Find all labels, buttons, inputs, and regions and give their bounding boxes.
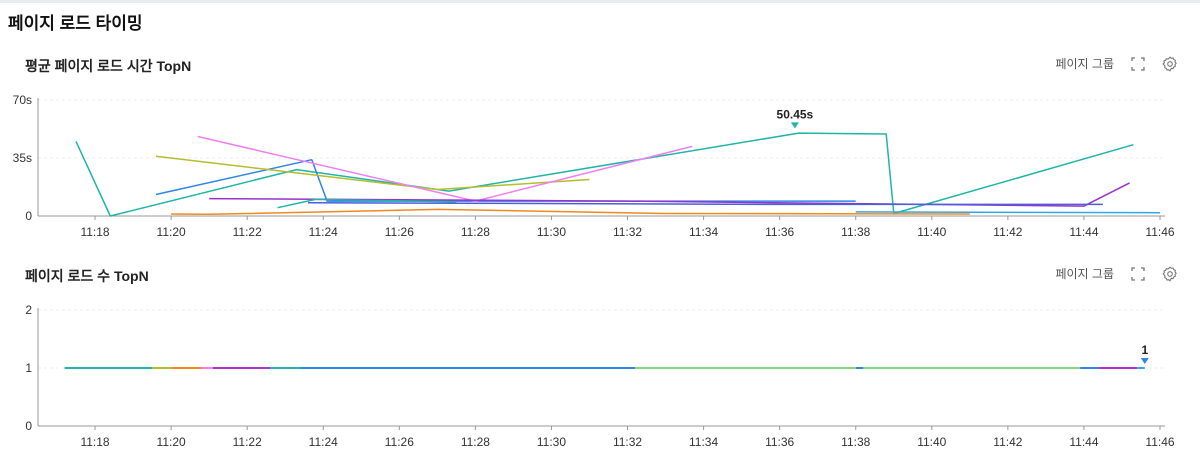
- x-tick-label: 11:28: [461, 435, 490, 449]
- series-line-7: [171, 208, 970, 216]
- x-tick-label: 11:24: [309, 435, 338, 449]
- x-tick-label: 11:18: [80, 435, 109, 449]
- x-tick-label: 11:22: [233, 225, 262, 239]
- x-tick-label: 11:38: [841, 225, 870, 239]
- page-group-button[interactable]: 페이지 그룹: [1055, 267, 1114, 281]
- x-tick-label: 11:20: [157, 435, 186, 449]
- top-divider: [0, 0, 1200, 3]
- x-tick-label: 11:46: [1145, 435, 1174, 449]
- page-title: 페이지 로드 타이밍: [8, 14, 143, 33]
- y-tick-label: 2: [25, 303, 32, 317]
- y-tick-label: 0: [25, 419, 32, 433]
- series-line-5: [209, 182, 1130, 207]
- x-tick-label: 11:46: [1145, 225, 1174, 239]
- y-tick-label: 70s: [13, 93, 32, 107]
- x-tick-label: 11:42: [993, 435, 1022, 449]
- gear-icon[interactable]: [1162, 55, 1178, 72]
- x-tick-label: 11:42: [993, 225, 1022, 239]
- panel-title-load-count: 페이지 로드 수 TopN: [25, 268, 149, 284]
- x-tick-label: 11:40: [917, 225, 946, 239]
- x-tick-label: 11:34: [689, 225, 718, 239]
- x-tick-label: 11:30: [537, 435, 566, 449]
- x-tick-label: 11:36: [765, 435, 794, 449]
- x-tick-label: 11:40: [917, 435, 946, 449]
- x-tick-label: 11:20: [157, 225, 186, 239]
- fullscreen-icon[interactable]: [1130, 56, 1146, 72]
- peak-marker: [1140, 358, 1149, 364]
- load-time-chart: 0 35s 70s 11:18 11:20 11:22 11:24 11:26 11:28 11:…: [13, 93, 1175, 239]
- x-tick-label: 11:26: [385, 435, 414, 449]
- x-tick-label: 11:32: [613, 435, 642, 449]
- x-tick-label: 11:28: [461, 225, 490, 239]
- gear-icon[interactable]: [1162, 265, 1178, 282]
- x-tick-label: 11:36: [765, 225, 794, 239]
- x-tick-label: 11:30: [537, 225, 566, 239]
- y-tick-label: 35s: [13, 151, 32, 165]
- page-group-button[interactable]: 페이지 그룹: [1055, 57, 1114, 71]
- panel-toolbar-load-count: 페이지 그룹: [1055, 265, 1178, 282]
- panel-toolbar-load-time: 페이지 그룹: [1055, 55, 1178, 72]
- x-tick-label: 11:26: [385, 225, 414, 239]
- series-line-9: [855, 211, 1161, 214]
- peak-label: 50.45s: [777, 107, 814, 121]
- series-line-6: [307, 201, 1103, 206]
- panel-title-load-time: 평균 페이지 로드 시간 TopN: [25, 58, 192, 74]
- series-line-2: [155, 158, 856, 202]
- peak-marker: [790, 122, 799, 129]
- x-tick-label: 11:22: [233, 435, 262, 449]
- x-tick-label: 11:18: [80, 225, 109, 239]
- x-tick-label: 11:38: [841, 435, 870, 449]
- series-line-3: [155, 155, 590, 191]
- series-line-1: [75, 132, 1134, 217]
- y-tick-label: 0: [25, 209, 32, 223]
- fullscreen-icon[interactable]: [1130, 266, 1146, 282]
- x-tick-label: 11:34: [689, 435, 718, 449]
- series-line-8: [277, 198, 457, 209]
- x-tick-label: 11:24: [309, 225, 338, 239]
- x-tick-label: 11:44: [1069, 225, 1098, 239]
- peak-label: 1: [1141, 343, 1148, 357]
- series-line-4: [197, 135, 693, 202]
- x-tick-label: 11:44: [1069, 435, 1098, 449]
- y-tick-label: 1: [25, 361, 32, 375]
- x-tick-label: 11:32: [613, 225, 642, 239]
